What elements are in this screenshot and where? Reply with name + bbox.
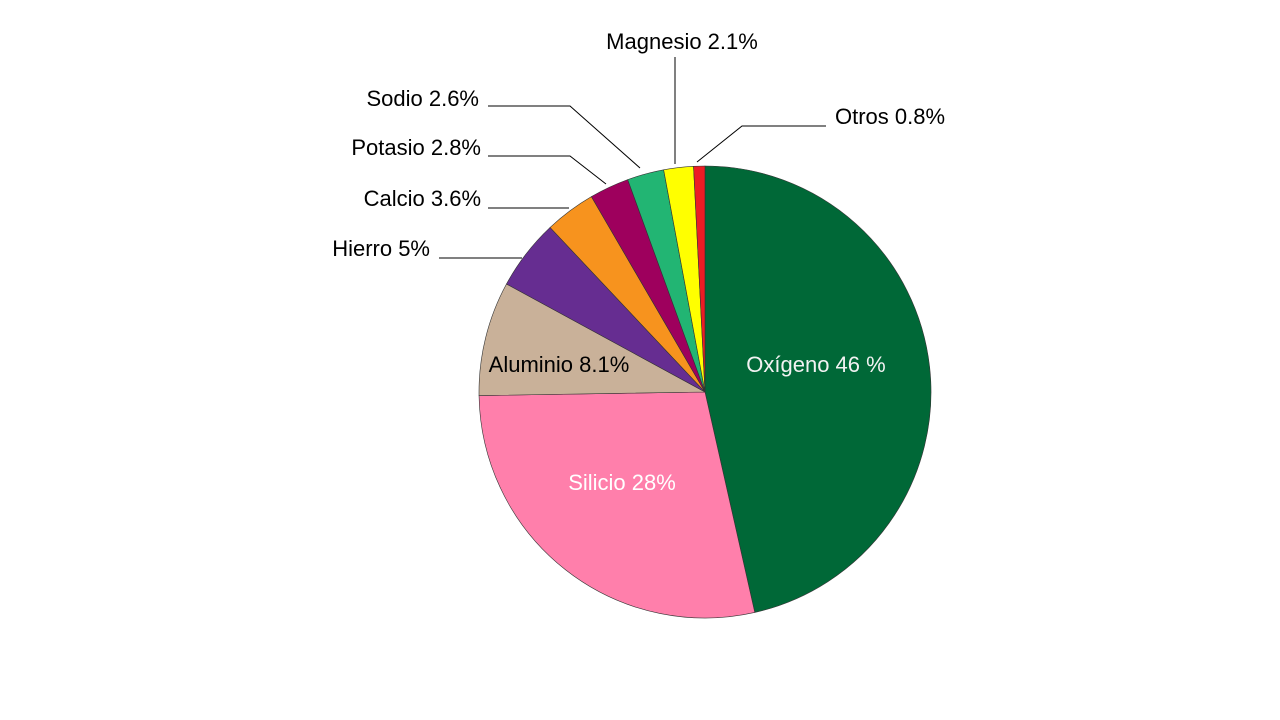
pie-slice <box>693 165 706 393</box>
pie-slice <box>704 165 932 613</box>
slice-label: Silicio 28% <box>568 470 676 495</box>
slice-label: Potasio 2.8% <box>351 135 481 160</box>
slice-label: Magnesio 2.1% <box>606 29 758 54</box>
leader-lines <box>439 57 826 259</box>
slice-label: Calcio 3.6% <box>364 186 481 211</box>
pie-slice <box>478 391 756 619</box>
slice-label: Otros 0.8% <box>835 104 945 129</box>
pie-slices <box>478 165 932 619</box>
pie-slice <box>478 283 707 396</box>
slice-label: Sodio 2.6% <box>366 86 479 111</box>
slice-label: Aluminio 8.1% <box>489 352 630 377</box>
leader-line <box>488 105 641 169</box>
slice-labels: Oxígeno 46 % Silicio 28% Aluminio 8.1% Hier… <box>332 29 945 495</box>
slice-label: Hierro 5% <box>332 236 430 261</box>
leader-line <box>488 155 607 185</box>
leader-line <box>696 125 826 163</box>
slice-label: Oxígeno 46 % <box>746 352 885 377</box>
